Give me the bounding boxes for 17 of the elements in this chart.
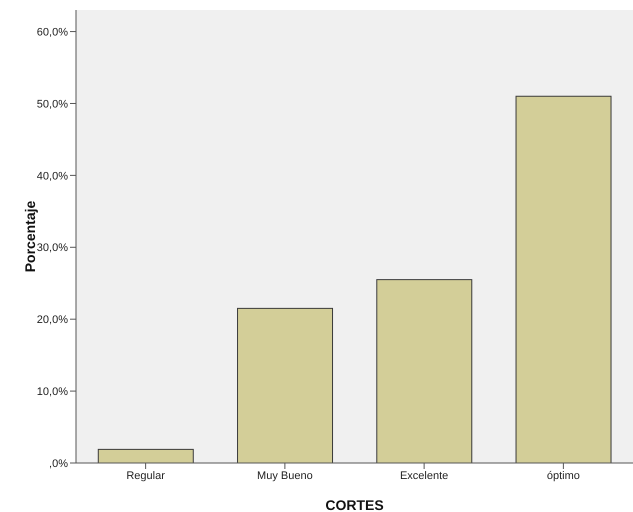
x-tick-label: Excelente: [400, 470, 448, 482]
y-tick-label: ,0%: [49, 458, 68, 470]
y-tick-label: 20,0%: [36, 314, 68, 326]
x-tick-label: óptimo: [546, 470, 580, 482]
bar: [376, 279, 472, 463]
y-tick-label: 50,0%: [36, 98, 68, 110]
y-tick-label: 60,0%: [36, 26, 68, 38]
y-tick-label: 10,0%: [36, 386, 68, 398]
bar: [98, 448, 194, 463]
x-tick-label: Muy Bueno: [257, 470, 313, 482]
x-tick-label: Regular: [126, 470, 166, 482]
y-tick-label: 40,0%: [36, 170, 68, 182]
y-axis-title: Porcentaje: [22, 200, 38, 272]
x-axis-title: CORTES: [325, 497, 384, 512]
y-tick-label: 30,0%: [36, 242, 68, 254]
bar: [237, 308, 334, 463]
bar: [516, 96, 612, 463]
